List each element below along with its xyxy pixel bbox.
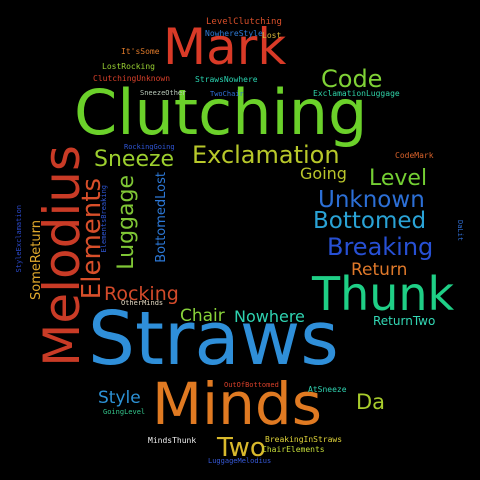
word-clutchingunknown: ClutchingUnknown: [93, 74, 171, 83]
word-thunk: Thunk: [312, 267, 455, 321]
word-code: Code: [321, 65, 383, 93]
word-rocking: Rocking: [104, 283, 179, 305]
word-straws: Straws: [88, 296, 339, 382]
word-exclamationluggage: ExclamationLuggage: [313, 89, 400, 98]
word-goinglevel: GoingLevel: [103, 408, 146, 416]
word-somereturn: SomeReturn: [29, 220, 44, 301]
word-twochair: TwoChair: [210, 90, 244, 98]
word-otherminds: OtherMinds: [121, 299, 164, 307]
word-nowhere: Nowhere: [234, 307, 305, 326]
word-mindsthunk: MindsThunk: [148, 436, 197, 445]
word-bottomedlost: BottomedLost: [154, 172, 169, 263]
word-levelclutching: LevelClutching: [206, 17, 282, 27]
word-atsneeze: AtSneeze: [308, 385, 347, 394]
word-dalit: DaLit: [456, 220, 464, 242]
word-lost: Lost: [262, 31, 282, 40]
word-bottomed: Bottomed: [313, 208, 427, 234]
word-clutching: Clutching: [74, 76, 368, 149]
word-sneezeother: SneezeOther: [140, 89, 187, 97]
word-styleexclamation: StyleExclamation: [15, 205, 23, 273]
word-sneeze: Sneeze: [94, 147, 175, 172]
word-lostrocking: LostRocking: [102, 62, 155, 71]
word-luggagemelodius: LuggageMelodius: [208, 457, 272, 465]
word-da: Da: [356, 390, 386, 414]
word-codemark: CodeMark: [395, 151, 434, 160]
word-outofbottomed: OutOfBottomed: [224, 381, 279, 389]
word-breakinginstraws: BreakingInStraws: [265, 435, 343, 444]
word-unknown: Unknown: [318, 187, 425, 213]
word-two: Two: [217, 433, 266, 463]
word-breaking: Breaking: [327, 233, 434, 261]
word-itssome: It'sSome: [121, 47, 160, 56]
word-nowherestyle: NowhereStyle: [205, 29, 263, 38]
word-minds: Minds: [152, 370, 322, 438]
word-style: Style: [98, 388, 141, 408]
word-rockinggoing: RockingGoing: [124, 143, 175, 151]
word-chair: Chair: [180, 306, 225, 326]
word-return: Return: [351, 260, 408, 280]
word-strawsnowhere: StrawsNowhere: [195, 75, 258, 84]
word-elementsbreaking: ElementsBreaking: [100, 185, 108, 253]
word-returntwo: ReturnTwo: [373, 314, 436, 328]
word-level: Level: [369, 166, 428, 191]
word-exclamation: Exclamation: [192, 141, 340, 169]
word-mark: Mark: [163, 18, 287, 76]
word-luggage: Luggage: [114, 175, 139, 270]
word-going: Going: [300, 164, 347, 183]
word-chairelements: ChairElements: [262, 445, 325, 454]
